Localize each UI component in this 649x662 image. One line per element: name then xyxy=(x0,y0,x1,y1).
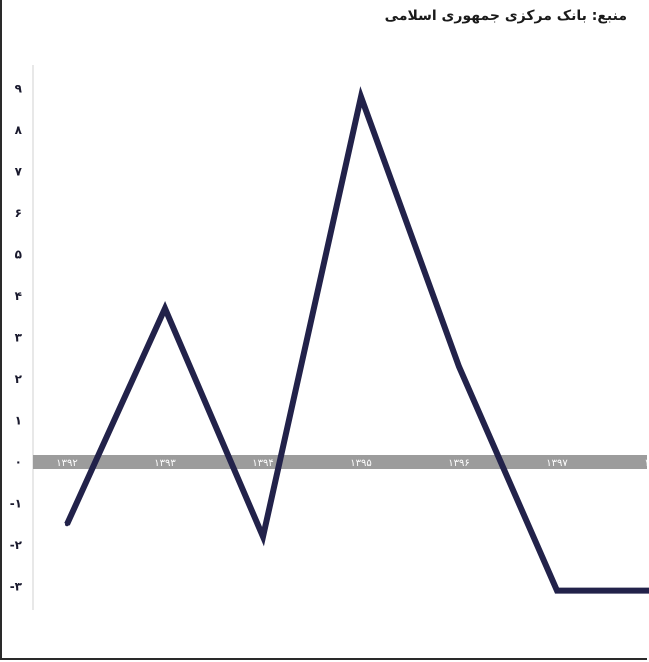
y-tick-label: ۱ xyxy=(15,414,22,428)
x-tick-label: ۱۳۹۳ xyxy=(154,458,176,469)
data-point xyxy=(457,364,461,369)
data-point xyxy=(261,534,265,539)
x-tick-label: ۱۳۹۷ xyxy=(546,458,568,469)
x-tick-label: ۱۳۹۶ xyxy=(448,458,469,469)
y-tick-label: ۸ xyxy=(15,123,23,137)
zero-band-rect xyxy=(33,455,647,469)
y-tick-label: ۷ xyxy=(15,165,23,179)
y-axis: ۹ ۸ ۷ ۶ ۵ ۴ ۳ ۲ ۱ ۰ -۱ -۲ -۳ xyxy=(10,65,34,610)
data-point xyxy=(359,94,363,99)
y-tick-label: ۶ xyxy=(15,206,22,220)
x-tick-label: ۱۳۹۲ xyxy=(56,458,77,469)
y-tick-label: ۲ xyxy=(15,372,23,386)
data-point xyxy=(163,306,167,311)
x-axis-ticks: ۱۳۹۲ ۱۳۹۳ ۱۳۹۴ ۱۳۹۵ ۱۳۹۶ ۱۳۹۷ ۱۳۹۸ xyxy=(56,458,649,469)
y-tick-label: -۱ xyxy=(10,497,22,511)
y-tick-label: ۵ xyxy=(15,248,22,262)
zero-band xyxy=(33,455,647,469)
series-line xyxy=(64,86,649,594)
x-tick-label: ۱۳۹۵ xyxy=(350,458,371,469)
series-line-group xyxy=(64,86,649,594)
y-tick-label: ۳ xyxy=(15,331,23,345)
source-caption: منبع: بانک مرکزی جمهوری اسلامی xyxy=(384,8,627,24)
y-tick-label: -۳ xyxy=(10,580,23,594)
y-tick-label: -۲ xyxy=(10,538,23,552)
x-tick-label: ۱۳۹۸ xyxy=(644,458,649,469)
y-tick-label: ۴ xyxy=(15,289,22,303)
y-tick-label: ۹ xyxy=(15,82,23,96)
x-tick-label: ۱۳۹۴ xyxy=(252,458,273,469)
y-tick-label: ۰ xyxy=(15,455,22,469)
data-point xyxy=(65,522,69,527)
data-point xyxy=(555,588,559,593)
